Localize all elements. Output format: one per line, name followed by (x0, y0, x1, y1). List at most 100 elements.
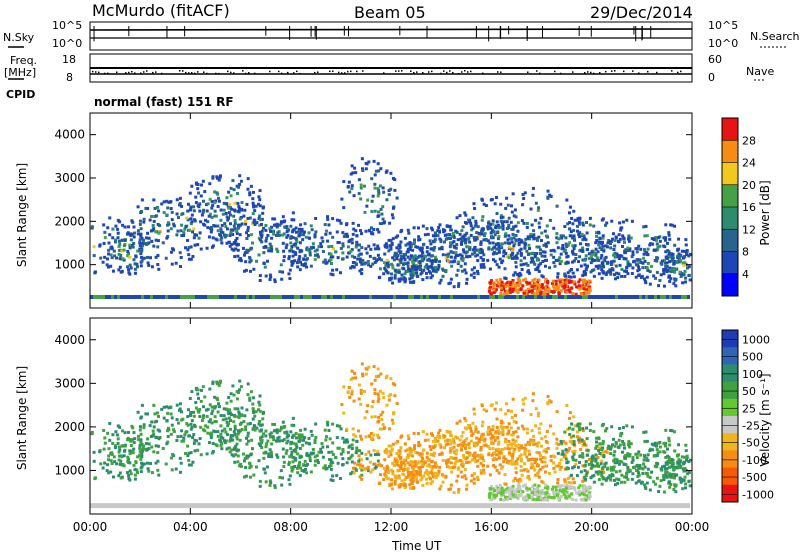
power-cell (311, 245, 315, 249)
velocity-cell (578, 460, 582, 464)
velocity-cell (200, 419, 204, 423)
velocity-cell (519, 464, 523, 468)
power-cell (495, 212, 499, 216)
power-cell (570, 295, 573, 299)
power-cell (366, 198, 370, 202)
velocity-cell (474, 460, 478, 464)
power-cell (476, 272, 480, 276)
velocity-cell (620, 460, 624, 464)
velocity-cell (248, 461, 252, 465)
power-cell (469, 224, 473, 228)
power-cell (156, 263, 160, 267)
velocity-cell (429, 465, 433, 469)
velocity-cell (353, 461, 357, 465)
power-cell (656, 256, 660, 260)
power-cell (262, 226, 266, 230)
power-cell (227, 211, 231, 215)
power-cell (513, 242, 517, 246)
power-cell (384, 245, 388, 249)
power-cell (472, 275, 476, 279)
velocity-cell (237, 410, 241, 414)
power-cell (641, 266, 645, 270)
velocity-cell (148, 424, 152, 428)
power-cell (580, 292, 584, 296)
power-cell (273, 278, 277, 282)
velocity-cell (390, 468, 394, 472)
power-cell (252, 267, 256, 271)
velocity-cell (176, 435, 180, 439)
velocity-cell (127, 473, 131, 477)
power-cell (667, 260, 671, 264)
velocity-cell (188, 397, 192, 401)
power-cell (408, 257, 412, 261)
power-cell (314, 217, 318, 221)
velocity-cell (428, 477, 432, 481)
velocity-cell (282, 464, 286, 468)
power-cell (681, 281, 685, 285)
velocity-cell (519, 469, 523, 473)
power-cell (276, 231, 280, 235)
velocity-cell (503, 473, 507, 477)
velocity-cell (463, 474, 467, 478)
power-cell (511, 287, 515, 291)
power-cell (437, 263, 441, 267)
velocity-cell (495, 468, 499, 472)
power-cell (191, 254, 195, 258)
velocity-cell (209, 436, 213, 440)
power-cell (378, 275, 382, 279)
power-cell (586, 283, 590, 287)
velocity-cell (279, 469, 283, 473)
power-cell (197, 236, 201, 240)
power-cell (409, 254, 413, 258)
power-cell (678, 295, 681, 299)
power-cell (687, 265, 691, 269)
power-cell (618, 263, 622, 267)
power-cell (269, 275, 273, 279)
velocity-cell (479, 469, 483, 473)
power-cell (582, 287, 586, 291)
power-cell (577, 280, 581, 284)
power-cell (231, 179, 235, 183)
velocity-cell (687, 471, 691, 475)
velocity-cell (535, 457, 539, 461)
power-cell (517, 284, 521, 288)
power-cell (600, 247, 604, 251)
velocity-cell (685, 454, 689, 458)
power-cell (205, 246, 209, 250)
velocity-cell (513, 447, 517, 451)
velocity-cell (294, 442, 298, 446)
velocity-cell (433, 461, 437, 465)
power-cell (142, 238, 146, 242)
power-cell (262, 245, 266, 249)
velocity-cell (425, 481, 429, 485)
power-cell (559, 289, 563, 293)
power-cell (226, 218, 230, 222)
velocity-cell (493, 451, 497, 455)
power-cell (257, 253, 261, 257)
velocity-cell (377, 374, 381, 378)
power-cell (314, 230, 318, 234)
power-cell (307, 231, 311, 235)
velocity-cell (281, 447, 285, 451)
velocity-cell (598, 452, 602, 456)
velocity-cell (501, 429, 505, 433)
velocity-cell (416, 451, 420, 455)
power-cell (588, 285, 592, 289)
power-cell (358, 243, 362, 247)
velocity-cell (316, 461, 320, 465)
power-cell (571, 292, 575, 296)
velocity-cell (420, 476, 424, 480)
power-cell (499, 219, 503, 223)
power-cell (228, 206, 232, 210)
power-cell (582, 292, 586, 296)
power-cell (154, 214, 158, 218)
power-cell (237, 206, 241, 210)
power-cell (156, 239, 160, 243)
velocity-cell (235, 448, 239, 452)
velocity-cell (597, 446, 601, 450)
power-cell (584, 268, 588, 272)
power-cell (224, 233, 228, 237)
power-cell (581, 223, 585, 227)
power-cell (622, 256, 626, 260)
power-cell (351, 260, 355, 264)
